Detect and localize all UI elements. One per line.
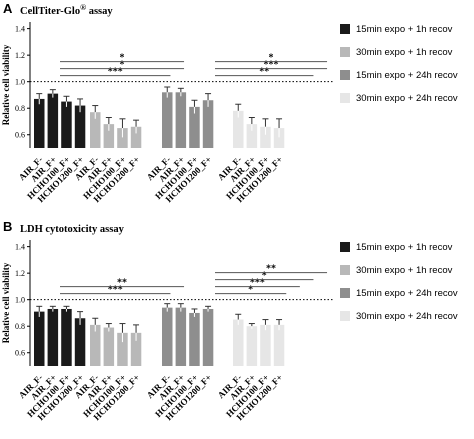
bar: [233, 110, 244, 148]
bar: [47, 93, 59, 148]
bar: [273, 324, 285, 366]
panel-letter: A: [3, 1, 13, 16]
y-tick-label: 0.6: [15, 131, 25, 140]
legend-label: 30min expo + 24h recov: [356, 311, 458, 322]
bar: [90, 112, 101, 148]
y-tick-label: 1.0: [15, 296, 25, 305]
bar: [117, 128, 128, 148]
bar: [202, 100, 214, 148]
significance-label: *: [262, 271, 267, 282]
bar: [246, 124, 258, 148]
bar: [246, 326, 258, 366]
bar: [61, 101, 72, 148]
legend-label: 30min expo + 1h recov: [356, 47, 453, 58]
legend-label: 30min expo + 24h recov: [356, 93, 458, 104]
y-tick-label: 1.4: [15, 25, 25, 34]
y-tick-label: 1.2: [15, 51, 25, 60]
significance-label: ***: [264, 60, 279, 71]
legend-swatch: [340, 70, 350, 80]
bar: [260, 324, 271, 366]
significance-label: ***: [108, 285, 123, 296]
bar: [162, 307, 173, 366]
legend-label: 30min expo + 1h recov: [356, 265, 453, 276]
y-tick-label: 1.0: [15, 78, 25, 87]
bar: [260, 126, 271, 148]
legend-label: 15min expo + 1h recov: [356, 242, 453, 253]
bar: [130, 126, 142, 148]
significance-label: *: [269, 53, 274, 64]
bar: [103, 327, 115, 366]
panel-letter: B: [3, 219, 12, 234]
chart-title: CellTiter-Glo® assay: [20, 3, 113, 17]
chart-title-text: CellTiter-Glo: [20, 6, 80, 17]
y-tick-label: 0.6: [15, 349, 25, 358]
significance-label: **: [259, 67, 269, 78]
chart-title-suffix: assay: [86, 6, 113, 17]
significance-label: *: [120, 60, 125, 71]
legend-swatch: [340, 288, 350, 298]
bar: [34, 98, 45, 148]
chart-title: LDH cytotoxicity assay: [20, 224, 125, 235]
bar: [233, 319, 244, 366]
bar: [74, 318, 86, 366]
significance-label: *: [120, 53, 125, 64]
bar: [103, 124, 115, 148]
bar: [34, 311, 45, 366]
legend-swatch: [340, 24, 350, 34]
y-axis-title: Relative cell viability: [1, 262, 11, 343]
legend-swatch: [340, 265, 350, 275]
bar: [175, 92, 187, 148]
significance-label: ***: [250, 278, 265, 289]
significance-label: **: [117, 278, 127, 289]
legend-swatch: [340, 311, 350, 321]
y-tick-label: 0.8: [15, 322, 25, 331]
chart-title-superscript: ®: [80, 3, 86, 12]
bar: [189, 312, 200, 366]
y-tick-label: 0.8: [15, 104, 25, 113]
significance-label: **: [266, 264, 276, 275]
legend-swatch: [340, 242, 350, 252]
bar: [117, 332, 128, 366]
significance-label: ***: [108, 67, 123, 78]
y-axis-title: Relative cell viability: [1, 44, 11, 125]
legend-label: 15min expo + 1h recov: [356, 24, 453, 35]
bar: [202, 308, 214, 366]
bar: [175, 307, 187, 366]
bar: [90, 324, 101, 366]
significance-label: *: [248, 285, 253, 296]
legend-label: 15min expo + 24h recov: [356, 70, 458, 81]
legend-label: 15min expo + 24h recov: [356, 288, 458, 299]
chart-title-text: LDH cytotoxicity assay: [20, 224, 125, 235]
y-tick-label: 1.2: [15, 269, 25, 278]
bar: [47, 308, 59, 366]
bar: [189, 106, 200, 148]
legend-swatch: [340, 93, 350, 103]
bar: [61, 308, 72, 366]
bar: [273, 128, 285, 148]
bar: [74, 105, 86, 148]
bar: [162, 92, 173, 148]
legend-swatch: [340, 47, 350, 57]
y-tick-label: 1.4: [15, 243, 25, 252]
bar: [130, 332, 142, 366]
